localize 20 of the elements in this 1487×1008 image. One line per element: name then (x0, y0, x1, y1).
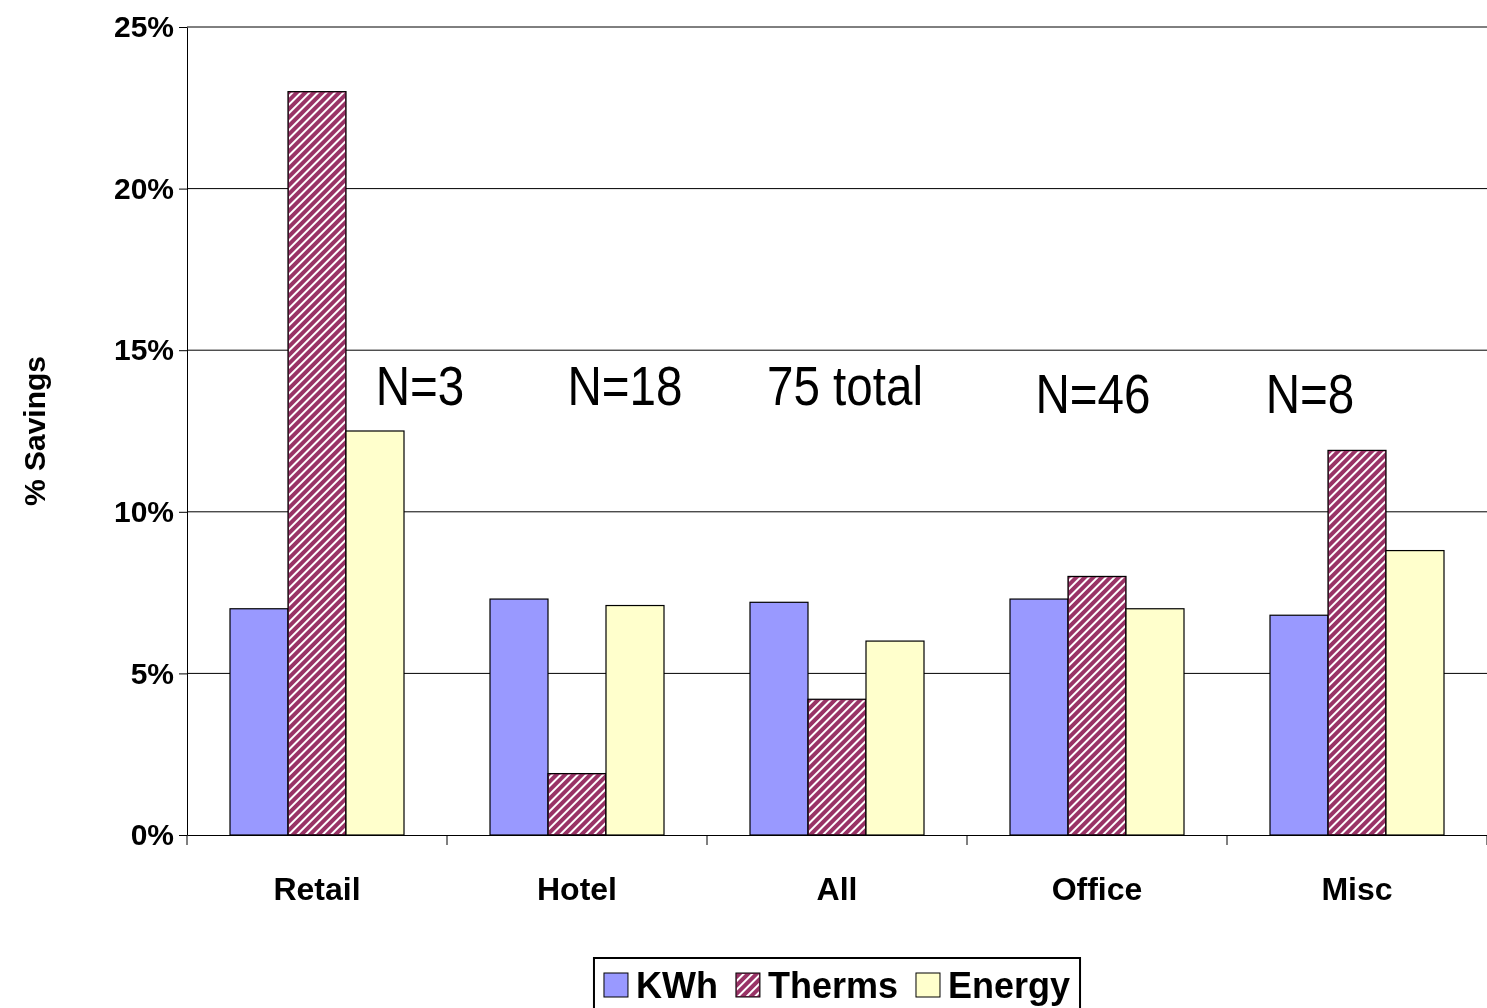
annotation: N=3 (375, 354, 465, 417)
legend-label: Therms (767, 964, 898, 1006)
legend-label: KWh (635, 964, 718, 1006)
annotation: N=46 (1035, 362, 1151, 425)
annotation: N=8 (1265, 362, 1355, 425)
annotation: N=18 (567, 354, 683, 417)
y-tick-label: 0% (130, 818, 174, 852)
y-axis-title: % Savings (18, 355, 51, 507)
y-tick-label: 25% (113, 10, 174, 44)
y-tick-label: 5% (130, 656, 174, 690)
annotation: 75 total (766, 354, 924, 417)
x-tick-label: Misc (1321, 870, 1393, 907)
x-tick-label: Hotel (537, 870, 617, 907)
y-tick-label: 10% (113, 494, 174, 528)
y-tick-label: 15% (113, 333, 174, 367)
x-tick-label: All (816, 870, 858, 907)
legend-label: Energy (947, 964, 1071, 1006)
x-tick-label: Retail (273, 870, 361, 907)
y-tick-label: 20% (113, 171, 174, 205)
x-tick-label: Office (1051, 870, 1143, 907)
